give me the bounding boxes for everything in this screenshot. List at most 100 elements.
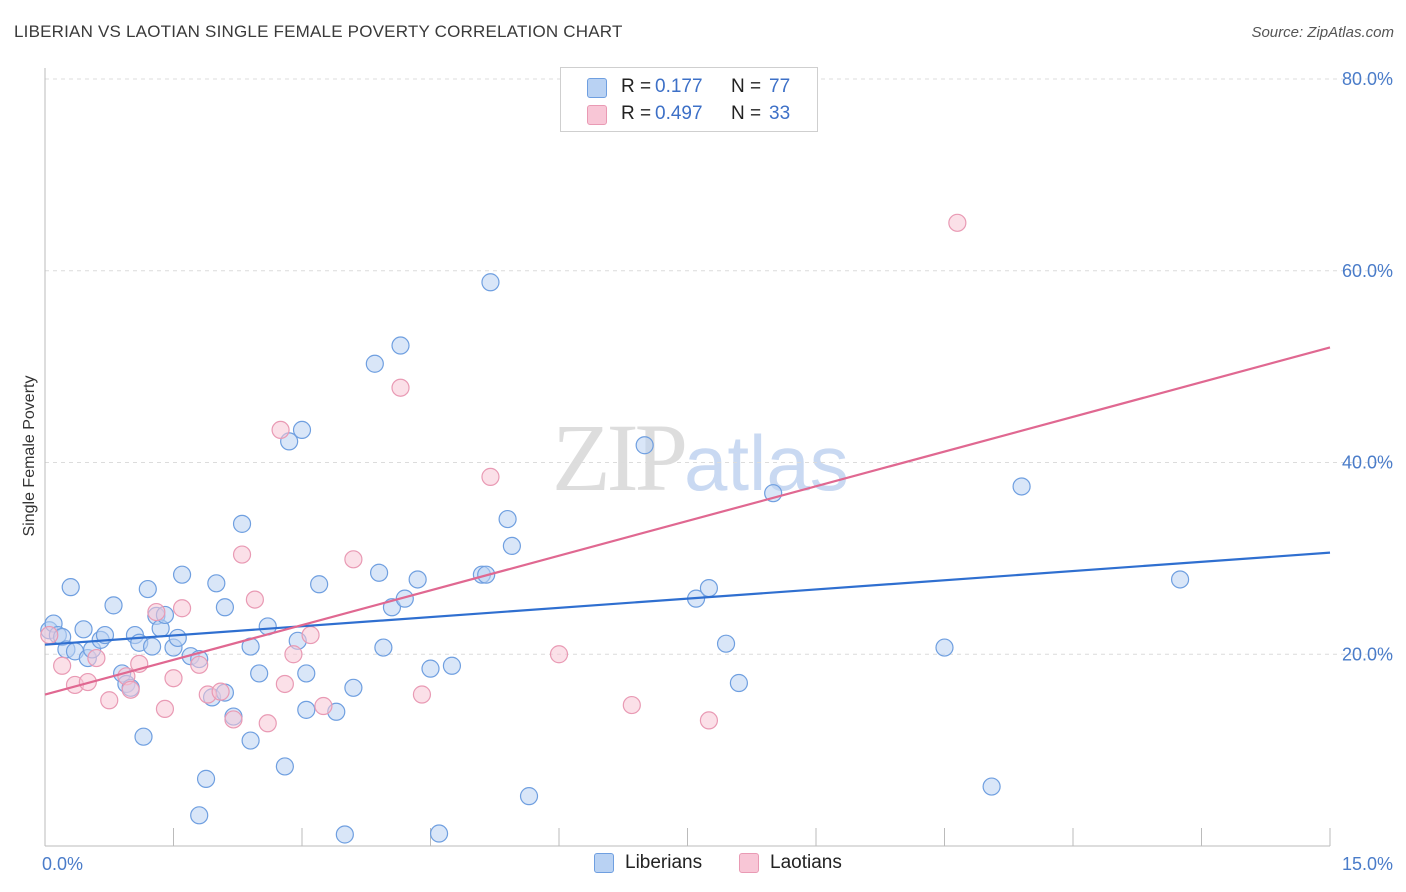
data-point-laotians bbox=[391, 378, 410, 397]
data-point-liberians bbox=[699, 578, 719, 598]
data-point-liberians bbox=[250, 664, 269, 683]
data-point-liberians bbox=[275, 757, 294, 776]
data-point-liberians bbox=[61, 578, 80, 597]
label-layer: 20.0% 40.0% 60.0% 80.0% 0.0% 15.0% Single Fema… bbox=[21, 69, 1393, 874]
data-point-laotians bbox=[190, 655, 209, 674]
data-point-liberians bbox=[391, 336, 410, 355]
data-point-laotians bbox=[271, 420, 290, 440]
data-point-liberians bbox=[196, 769, 216, 788]
data-point-liberians bbox=[729, 673, 749, 693]
data-point-liberians bbox=[429, 824, 449, 843]
x-tick-label: 0.0% bbox=[42, 854, 83, 874]
data-point-liberians bbox=[207, 574, 226, 593]
y-tick-label: 60.0% bbox=[1342, 261, 1393, 281]
data-point-laotians bbox=[40, 625, 59, 645]
source-label: Source: ZipAtlas.com bbox=[1251, 24, 1394, 41]
data-point-liberians bbox=[232, 514, 252, 533]
data-point-liberians bbox=[190, 806, 209, 825]
data-point-liberians bbox=[134, 727, 153, 746]
data-point-laotians bbox=[481, 467, 500, 486]
y-tick-label: 20.0% bbox=[1342, 644, 1393, 664]
data-point-liberians bbox=[408, 570, 427, 589]
data-point-liberians bbox=[344, 678, 363, 697]
legend-r-value: 0.177 bbox=[655, 76, 703, 97]
legend-r-label: R = bbox=[621, 76, 652, 97]
data-point-laotians bbox=[284, 645, 303, 664]
data-point-liberians bbox=[635, 436, 654, 455]
y-tick-label: 40.0% bbox=[1342, 453, 1393, 473]
data-point-liberians bbox=[421, 659, 440, 678]
data-point-liberians bbox=[138, 579, 157, 599]
data-point-laotians bbox=[258, 714, 277, 733]
data-point-liberians bbox=[498, 509, 517, 529]
legend-n-value: 77 bbox=[769, 76, 791, 97]
data-point-liberians bbox=[215, 598, 234, 617]
data-point-laotians bbox=[121, 680, 140, 699]
data-point-liberians bbox=[442, 656, 462, 675]
legend-r-value: 0.497 bbox=[655, 103, 703, 124]
data-point-liberians bbox=[297, 700, 316, 719]
data-point-liberians bbox=[168, 628, 187, 648]
data-point-liberians bbox=[142, 637, 162, 656]
data-point-liberians bbox=[374, 638, 393, 657]
data-point-liberians bbox=[335, 825, 354, 844]
trend-line-liberians bbox=[44, 551, 1331, 646]
data-point-laotians bbox=[301, 625, 320, 645]
data-point-laotians bbox=[100, 691, 119, 710]
data-point-liberians bbox=[1170, 570, 1190, 589]
data-point-laotians bbox=[699, 711, 719, 730]
data-point-laotians bbox=[948, 213, 967, 232]
data-point-laotians bbox=[87, 648, 106, 668]
correlation-legend: R = 0.177 N = 77 R = 0.497 N = 33 bbox=[560, 67, 818, 132]
data-point-liberians bbox=[481, 273, 500, 292]
legend-swatch-liberians bbox=[587, 78, 607, 98]
legend-r-label: R = bbox=[621, 103, 652, 124]
data-point-liberians bbox=[365, 354, 384, 373]
legend-n-label: N = bbox=[731, 76, 762, 97]
data-point-laotians bbox=[224, 710, 243, 729]
bottom-legend-label-laotians: Laotians bbox=[770, 852, 842, 873]
bottom-legend-swatch-laotians bbox=[739, 853, 759, 873]
data-point-laotians bbox=[549, 645, 569, 664]
x-tick-label: 15.0% bbox=[1342, 854, 1393, 874]
bottom-legend-label-liberians: Liberians bbox=[625, 852, 703, 873]
chart-title: LIBERIAN VS LAOTIAN SINGLE FEMALE POVERT… bbox=[14, 22, 623, 41]
data-point-liberians bbox=[74, 620, 93, 639]
data-point-laotians bbox=[53, 656, 72, 675]
data-point-liberians bbox=[370, 563, 389, 582]
legend-swatch-laotians bbox=[587, 105, 607, 125]
data-point-liberians bbox=[241, 731, 260, 750]
y-axis-title: Single Female Poverty bbox=[21, 376, 38, 537]
data-point-laotians bbox=[412, 685, 432, 704]
axis-layer bbox=[44, 68, 1331, 847]
points-layer bbox=[40, 213, 1190, 844]
data-point-liberians bbox=[982, 777, 1001, 796]
data-point-liberians bbox=[935, 638, 954, 657]
y-tick-label: 80.0% bbox=[1342, 69, 1393, 89]
data-point-liberians bbox=[292, 420, 312, 440]
data-point-laotians bbox=[164, 669, 183, 688]
data-point-liberians bbox=[297, 664, 316, 683]
grid-layer bbox=[45, 78, 1392, 655]
legend-n-value: 33 bbox=[769, 103, 791, 124]
watermark-zip: ZIP bbox=[552, 404, 688, 511]
data-point-laotians bbox=[622, 695, 641, 715]
data-point-liberians bbox=[716, 634, 736, 653]
data-point-laotians bbox=[172, 599, 192, 618]
data-point-laotians bbox=[245, 590, 264, 609]
data-point-laotians bbox=[344, 550, 363, 569]
data-point-laotians bbox=[314, 696, 333, 716]
data-point-liberians bbox=[519, 787, 539, 806]
data-point-laotians bbox=[275, 674, 294, 694]
data-point-laotians bbox=[147, 602, 166, 622]
bottom-legend-swatch-liberians bbox=[594, 853, 614, 873]
data-point-liberians bbox=[172, 565, 192, 584]
data-point-liberians bbox=[502, 536, 521, 556]
data-point-laotians bbox=[211, 682, 230, 701]
data-point-laotians bbox=[232, 545, 252, 564]
trend-line-laotians bbox=[44, 346, 1331, 696]
trend-layer bbox=[44, 346, 1331, 696]
data-point-liberians bbox=[310, 575, 329, 594]
data-point-liberians bbox=[1012, 477, 1031, 496]
